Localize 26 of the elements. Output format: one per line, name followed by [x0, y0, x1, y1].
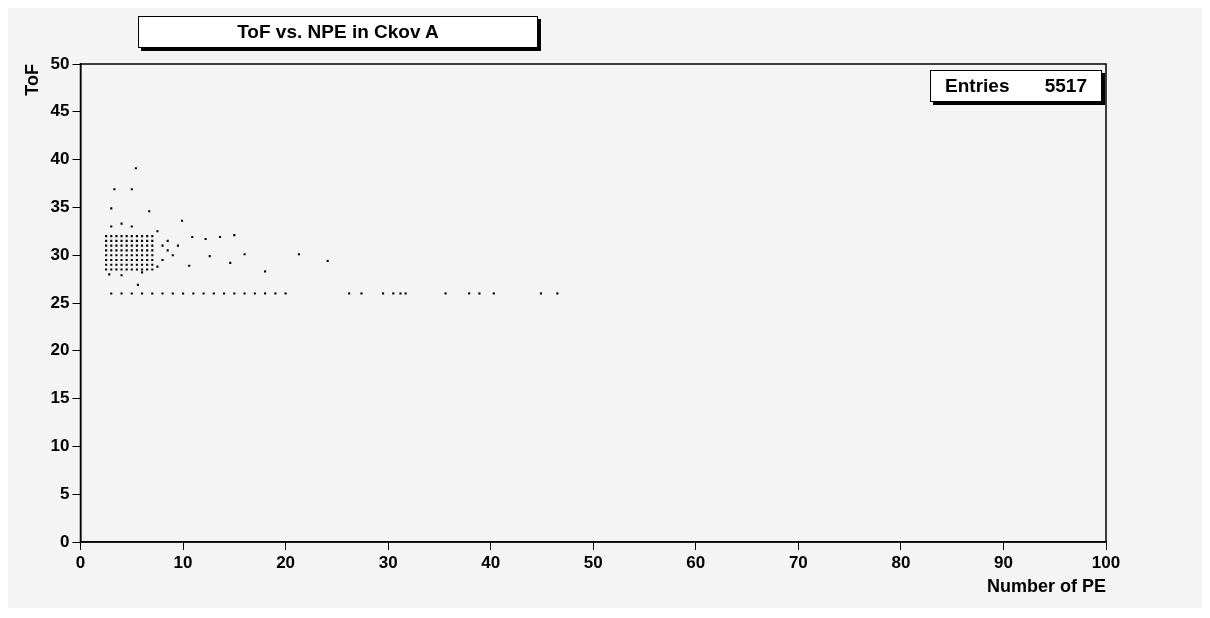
x-axis-title: Number of PE	[986, 576, 1106, 597]
x-tick-label: 100	[1091, 552, 1121, 572]
x-tick-label: 90	[993, 552, 1013, 572]
y-tick-label: 5	[60, 483, 70, 503]
y-tick-label: 15	[50, 388, 70, 408]
x-tick-label: 50	[583, 552, 603, 572]
y-tick-label: 45	[50, 101, 70, 121]
x-tick-label: 20	[276, 552, 296, 572]
x-tick-label: 60	[686, 552, 706, 572]
chart-title: ToF vs. NPE in Ckov A	[138, 16, 538, 48]
y-tick-label: 30	[50, 244, 70, 264]
x-tick-label: 40	[481, 552, 501, 572]
x-tick-label: 30	[378, 552, 398, 572]
y-tick-label: 20	[50, 340, 70, 360]
y-tick-label: 0	[60, 531, 70, 551]
y-axis-title: ToF	[21, 64, 42, 96]
x-tick-label: 0	[75, 552, 86, 572]
x-tick-label: 10	[173, 552, 193, 572]
x-tick-label: 70	[788, 552, 808, 572]
y-tick-label: 25	[50, 292, 70, 312]
annotation: Entries 5517	[930, 70, 1102, 102]
x-tick-label: 80	[891, 552, 911, 572]
y-tick-label: 10	[50, 436, 70, 456]
y-tick-label: 35	[50, 197, 70, 217]
y-tick-label: 50	[50, 53, 70, 73]
y-tick-label: 40	[50, 149, 70, 169]
